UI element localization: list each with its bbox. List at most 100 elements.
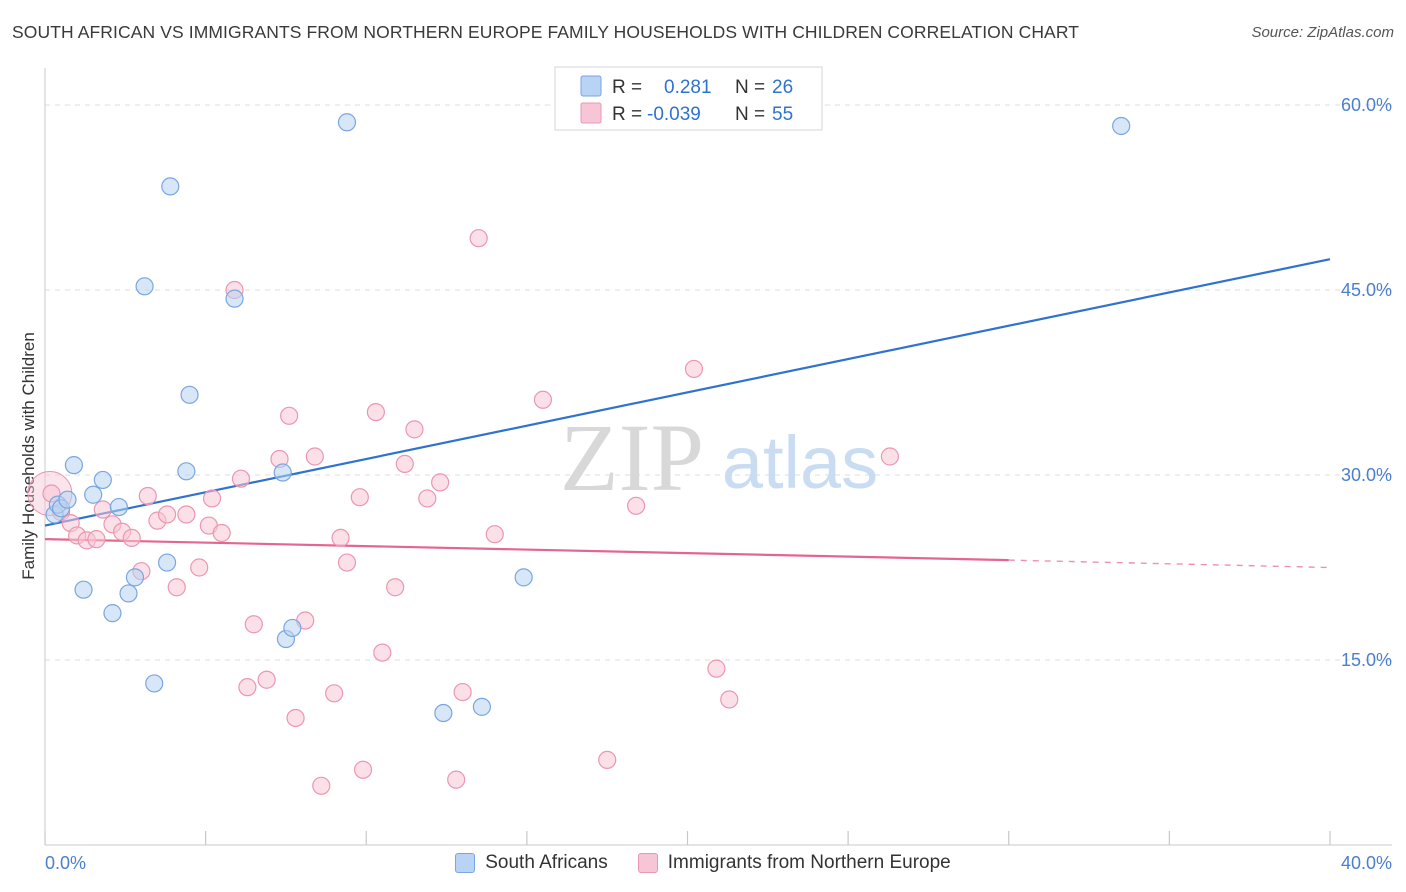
point-northern-europe-23 [244,615,263,634]
point-northern-europe-9 [122,528,141,548]
point-northern-europe-47 [533,390,553,409]
y-tick-labels: 15.0% 30.0% 45.0% 60.0% [1341,95,1392,670]
legend-n-label-2: N = [735,104,765,125]
y-tick-label-3: 60.0% [1341,95,1392,115]
legend-r-value-2: -0.039 [647,104,701,125]
legend-item-northern-europe: Immigrants from Northern Europe [637,852,951,874]
point-northern-europe-30 [312,776,331,795]
legend-r-label-1: R = [612,77,642,98]
northern-europe-label: Immigrants from Northern Europe [667,852,951,873]
watermark: ZIP atlas [560,404,878,511]
point-south-africans-4 [64,456,84,475]
point-northern-europe-53 [880,447,899,466]
point-northern-europe-32 [331,528,350,548]
point-northern-europe-6 [93,500,112,519]
legend-n-label-1: N = [735,77,765,98]
point-northern-europe-51 [707,659,726,678]
trend-line-northern-europe [44,538,1009,562]
legend-n-value-1: 26 [772,77,793,98]
point-northern-europe-16 [190,558,209,577]
point-south-africans-9 [109,497,128,517]
point-south-africans-18 [225,289,244,308]
point-south-africans-8 [103,604,122,623]
point-northern-europe-34 [350,488,369,507]
x-ticks [44,831,1331,845]
point-northern-europe-19 [212,523,231,543]
point-northern-europe-14 [167,578,186,597]
point-south-africans-10 [119,584,138,603]
source-label: Source: ZipAtlas.com [1251,24,1394,41]
point-south-africans-19 [273,463,292,482]
x-tick-label-min: 0.0% [45,853,86,873]
point-northern-europe-45 [469,229,488,248]
point-northern-europe-37 [373,643,392,662]
point-south-africans-11 [125,568,145,587]
point-northern-europe-38 [386,578,405,597]
point-south-africans-16 [177,462,196,481]
point-northern-europe-35 [353,760,373,779]
point-northern-europe-15 [177,505,196,524]
trend-lines [44,258,1331,569]
northern-europe-swatch [637,853,658,873]
point-northern-europe-24 [257,670,276,689]
point-northern-europe-50 [684,359,704,379]
point-northern-europe-27 [286,708,305,728]
y-tick-label-0: 15.0% [1341,650,1392,670]
point-northern-europe-39 [395,454,414,473]
point-northern-europe-29 [305,447,324,466]
point-northern-europe-26 [280,406,299,425]
point-south-africans-26 [1112,116,1131,136]
legend-r-label-2: R = [612,104,642,125]
legend-item-south-africans: South Africans [455,852,608,874]
point-south-africans-3 [58,490,77,509]
point-northern-europe-13 [157,505,177,524]
point-northern-europe-42 [431,473,450,492]
point-south-africans-6 [84,485,103,504]
x-tick-label-max: 40.0% [1341,853,1392,873]
legend-swatch-blue [580,75,602,97]
point-south-africans-25 [514,568,533,587]
trend-line-northern-europe-extension [1008,559,1331,569]
correlation-legend: R = 0.281 N = 26 R = -0.039 N = 55 [554,66,823,131]
point-south-africans-21 [283,618,302,638]
chart-title: SOUTH AFRICAN VS IMMIGRANTS FROM NORTHER… [12,22,1080,42]
trend-line-south-africans [44,258,1331,527]
point-northern-europe-40 [405,420,424,439]
point-south-africans-13 [145,674,164,693]
point-northern-europe-41 [418,489,437,508]
legend-swatch-pink [580,102,602,124]
point-northern-europe-22 [238,678,257,697]
point-northern-europe-21 [231,469,251,488]
point-south-africans-15 [161,177,180,196]
point-northern-europe-5 [87,530,106,549]
south-africans-swatch [455,853,476,873]
point-northern-europe-48 [598,750,617,770]
point-south-africans-5 [74,580,93,599]
y-tick-label-2: 45.0% [1341,280,1392,300]
point-south-africans-22 [337,113,357,132]
point-south-africans-23 [434,703,453,723]
watermark-atlas: atlas [722,421,878,504]
point-northern-europe-43 [447,770,466,789]
point-south-africans-14 [157,553,177,572]
gridlines [45,104,1392,661]
y-tick-label-1: 30.0% [1341,465,1392,485]
point-northern-europe-52 [720,690,739,709]
point-northern-europe-18 [202,489,222,508]
point-south-africans-17 [180,385,199,404]
legend-r-value-1: 0.281 [664,77,712,98]
axes [44,68,1392,846]
point-northern-europe-36 [366,403,385,422]
point-northern-europe-49 [626,496,646,515]
data-points [27,113,1131,795]
south-africans-label: South Africans [485,852,608,873]
legend-n-value-2: 55 [772,104,793,125]
point-northern-europe-11 [138,486,157,506]
point-south-africans-7 [93,470,112,490]
point-northern-europe-33 [337,553,357,572]
series-legend: South Africans Immigrants from Northern … [0,852,1406,874]
point-northern-europe-46 [485,525,504,544]
point-northern-europe-31 [325,684,344,703]
point-south-africans-12 [135,277,154,296]
